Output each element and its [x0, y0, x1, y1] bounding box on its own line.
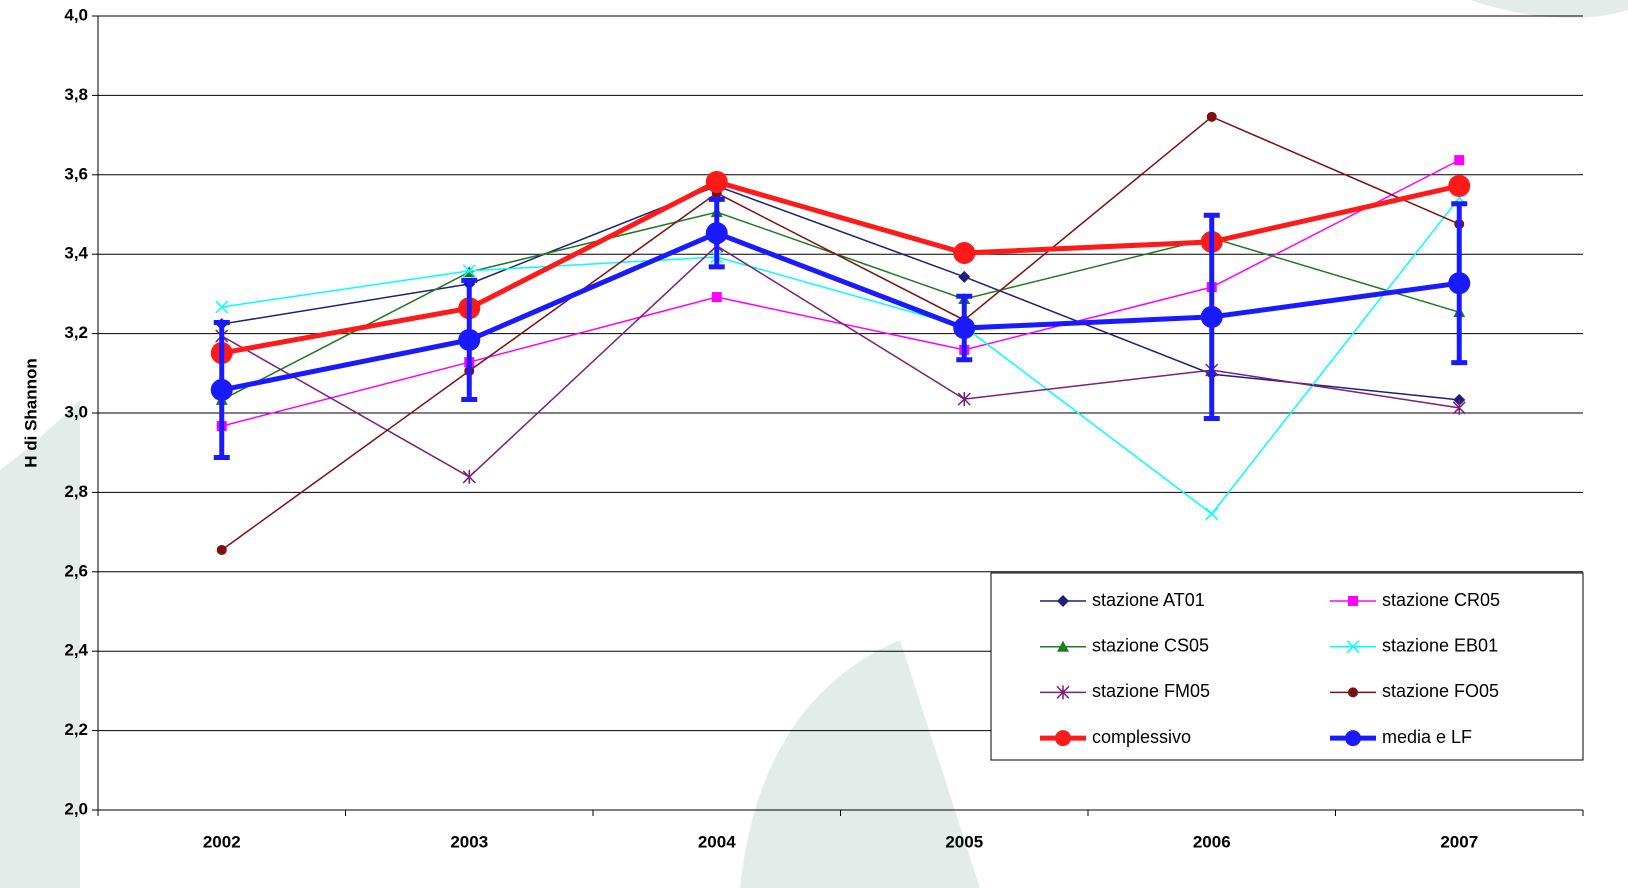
marker	[1056, 685, 1070, 700]
y-tick-label: 2,6	[64, 561, 88, 580]
marker	[1055, 730, 1071, 747]
legend-label: stazione FO05	[1382, 681, 1499, 701]
y-tick-label: 2,8	[64, 482, 88, 501]
legend-label: stazione CR05	[1382, 590, 1500, 610]
y-tick-label: 2,0	[64, 799, 88, 818]
marker	[1200, 305, 1223, 328]
decoration	[740, 640, 980, 888]
marker	[1206, 111, 1217, 122]
series-line	[221, 230, 1460, 393]
marker	[1452, 400, 1466, 415]
series-line	[221, 211, 1460, 401]
decoration	[1470, 0, 1628, 18]
series-line	[221, 179, 1460, 356]
marker	[1057, 595, 1069, 607]
x-tick-label: 2004	[698, 832, 736, 851]
marker	[1448, 174, 1471, 197]
marker	[210, 378, 233, 401]
y-tick-label: 3,8	[64, 85, 88, 104]
x-tick-label: 2007	[1440, 832, 1478, 851]
y-tick-label: 3,4	[64, 244, 88, 263]
marker	[1205, 507, 1219, 521]
y-tick-label: 4,0	[64, 5, 88, 24]
marker	[711, 292, 722, 303]
legend-label: media e LF	[1382, 727, 1472, 747]
marker	[1346, 640, 1360, 654]
marker	[958, 270, 971, 283]
y-tick-label: 2,2	[64, 720, 88, 739]
marker	[216, 544, 227, 555]
y-axis-title: H di Shannon	[21, 358, 40, 468]
x-tick-label: 2003	[450, 832, 488, 851]
legend-label: stazione AT01	[1092, 590, 1205, 610]
y-tick-label: 2,4	[64, 641, 88, 660]
marker	[953, 317, 976, 340]
y-tick-label: 3,2	[64, 323, 88, 342]
marker	[1454, 155, 1465, 166]
marker	[462, 469, 476, 484]
marker	[953, 242, 976, 265]
marker	[705, 170, 728, 193]
marker	[1448, 272, 1471, 295]
series-line	[221, 185, 1460, 401]
decoration	[0, 400, 80, 888]
marker	[458, 328, 481, 351]
y-tick-label: 3,6	[64, 164, 88, 183]
x-tick-label: 2005	[945, 832, 983, 851]
legend-label: stazione FM05	[1092, 681, 1210, 701]
marker	[705, 222, 728, 245]
legend-label: stazione CS05	[1092, 635, 1209, 655]
series-line	[221, 159, 1460, 427]
y-tick-label: 3,0	[64, 402, 88, 421]
marker	[462, 264, 476, 278]
legend-label: complessivo	[1092, 727, 1191, 747]
marker	[215, 300, 229, 314]
marker	[1348, 596, 1358, 606]
marker	[1345, 730, 1361, 747]
marker	[1348, 687, 1358, 698]
series-line	[221, 115, 1460, 551]
marker	[1057, 640, 1069, 652]
marker	[957, 392, 971, 407]
x-tick-label: 2002	[203, 832, 241, 851]
x-tick-label: 2006	[1193, 832, 1231, 851]
series-line	[221, 197, 1460, 515]
legend-label: stazione EB01	[1382, 635, 1498, 655]
legend-box	[990, 572, 1584, 761]
marker	[1453, 393, 1466, 406]
series-line	[221, 244, 1460, 478]
